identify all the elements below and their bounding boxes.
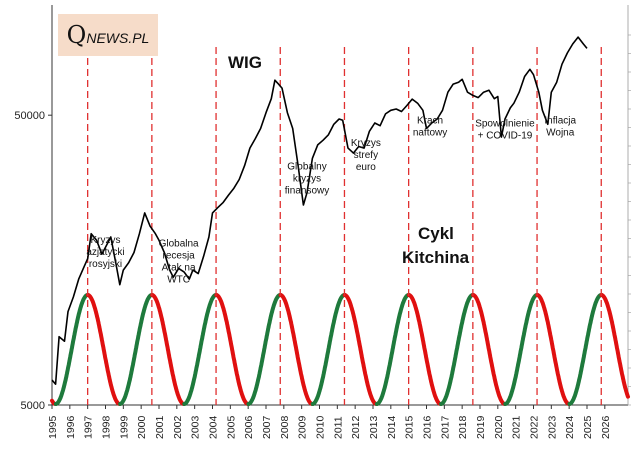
annotation-line: azjatycki <box>86 247 124 258</box>
logo-initial: Q <box>66 21 87 49</box>
cycle-falling-segment <box>278 293 315 406</box>
x-tick-label: 2001 <box>154 415 166 439</box>
annotation-line: naftowy <box>413 128 447 139</box>
annotation-line: Wojna <box>546 128 575 139</box>
annotation-line: Atak na <box>162 262 196 273</box>
y-tick-label: 5000 <box>21 400 45 412</box>
chart-subtitle-line: Kitchina <box>402 248 470 267</box>
x-tick-label: 2023 <box>546 415 558 439</box>
annotation-line: WTC <box>167 274 190 285</box>
annotation-line: euro <box>356 162 376 173</box>
cycle-rising-segment <box>439 293 476 406</box>
annotation-line: + COVID-19 <box>478 130 533 141</box>
x-tick-label: 2018 <box>457 415 469 439</box>
cycle-falling-segment <box>471 293 508 406</box>
x-tick-label: 2017 <box>439 415 451 439</box>
x-tick-label: 2003 <box>190 415 202 439</box>
x-tick-label: 2025 <box>582 415 594 439</box>
cycle-rising-segment <box>246 293 283 406</box>
annotation-line: Kryzys <box>351 138 381 149</box>
x-tick-label: 1999 <box>118 415 130 439</box>
x-tick-label: 2014 <box>386 415 398 439</box>
x-tick-label: 2020 <box>493 415 505 439</box>
cycle-rising-segment <box>503 293 540 406</box>
x-tick-label: 2016 <box>421 415 433 439</box>
logo-text: NEWS.PL <box>86 29 150 46</box>
wig-index-line <box>51 36 588 386</box>
cycle-falling-segment <box>342 293 379 406</box>
x-tick-label: 2012 <box>350 415 362 439</box>
cycle-falling-segment <box>407 293 444 406</box>
cycle-rising-segment <box>374 293 411 406</box>
y-tick-label: 50000 <box>14 110 45 122</box>
x-tick-label: 2026 <box>600 415 612 439</box>
x-tick-label: 2007 <box>261 415 273 439</box>
annotation-line: Globalna <box>159 238 199 249</box>
annotation-line: Kryzys <box>90 235 120 246</box>
x-tick-label: 2004 <box>207 415 219 439</box>
x-tick-label: 1997 <box>83 415 95 439</box>
annotation-line: Inflacja <box>544 116 576 127</box>
cycle-falling-segment <box>535 293 572 406</box>
cycle-falling-segment <box>86 293 123 406</box>
x-tick-label: 2010 <box>314 415 326 439</box>
x-tick-label: 2008 <box>279 415 291 439</box>
annotation-line: Spowolnienie <box>475 118 535 129</box>
x-tick-label: 2005 <box>225 415 237 439</box>
x-tick-label: 2019 <box>475 415 487 439</box>
qnews-logo: Q NEWS.PL <box>58 14 158 56</box>
annotation-line: strefy <box>354 150 378 161</box>
chart-title: WIG <box>228 53 262 72</box>
cycle-falling-segment <box>214 293 251 406</box>
annotation-line: finansowy <box>285 186 329 197</box>
cycle-rising-segment <box>118 293 155 406</box>
x-tick-label: 2022 <box>528 415 540 439</box>
x-tick-label: 2013 <box>368 415 380 439</box>
x-tick-label: 1998 <box>100 415 112 439</box>
chart-subtitle-line: Cykl <box>418 224 454 243</box>
annotation-line: Krach <box>417 116 443 127</box>
x-tick-label: 2021 <box>511 415 523 439</box>
x-tick-label: 2009 <box>297 415 309 439</box>
x-tick-label: 2011 <box>332 416 344 439</box>
cycle-rising-segment <box>567 293 604 406</box>
x-tick-label: 2015 <box>404 415 416 439</box>
annotation-line: Globalny <box>287 162 326 173</box>
x-tick-label: 2024 <box>564 415 576 439</box>
annotation-line: kryzys <box>293 174 321 185</box>
x-tick-label: 1996 <box>65 415 77 439</box>
cycle-rising-segment <box>53 293 90 406</box>
cycle-falling-segment <box>150 293 187 406</box>
x-tick-label: 2000 <box>136 415 148 439</box>
x-tick-label: 2002 <box>172 415 184 439</box>
cycle-rising-segment <box>310 293 347 406</box>
cycle-rising-segment <box>182 293 219 406</box>
x-tick-label: 2006 <box>243 415 255 439</box>
x-tick-label: 1995 <box>47 415 59 439</box>
cycle-falling-segment <box>599 293 630 399</box>
annotation-line: recesja <box>162 250 195 261</box>
annotation-line: rosyjski <box>89 259 122 270</box>
